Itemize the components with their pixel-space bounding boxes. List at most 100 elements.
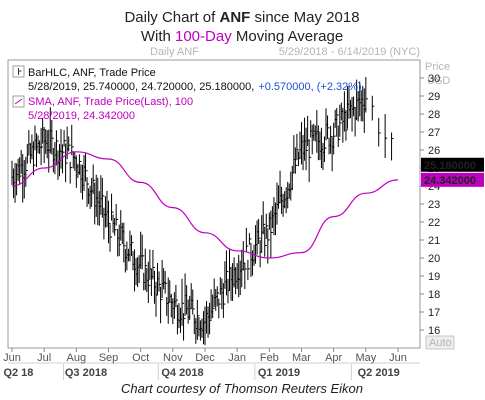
price-bar bbox=[248, 233, 252, 245]
last-price-tag-label: 25.180000 bbox=[424, 160, 476, 172]
price-bar bbox=[333, 122, 336, 155]
price-bar bbox=[345, 109, 348, 141]
price-bar bbox=[262, 201, 266, 235]
price-bar bbox=[247, 259, 250, 281]
y-tick-label: 19 bbox=[428, 271, 440, 283]
price-bar bbox=[109, 224, 113, 252]
legend-sma-title: SMA, ANF, Trade Price(Last), 100 bbox=[28, 96, 193, 108]
x-tick-label: Nov bbox=[163, 352, 183, 364]
quarter-label: Q1 2019 bbox=[258, 367, 300, 379]
price-bar bbox=[265, 213, 269, 239]
chart-name-label: Daily ANF bbox=[150, 46, 199, 58]
date-range-label: 5/29/2018 - 6/14/2019 (NYC) bbox=[279, 46, 420, 58]
y-tick-label: 16 bbox=[428, 325, 440, 337]
price-bar bbox=[40, 128, 44, 166]
last-price-tag bbox=[421, 157, 484, 172]
price-bar bbox=[192, 289, 195, 315]
price-tags: 25.180000 24.342000 bbox=[421, 157, 484, 187]
price-bar bbox=[155, 281, 158, 317]
quarter-label: Q2 18 bbox=[3, 367, 33, 379]
price-bar bbox=[222, 283, 226, 318]
price-bar bbox=[244, 263, 247, 290]
legend-bar-values: 5/28/2019, 25.740000, 24.720000, 25.1800… bbox=[28, 81, 362, 93]
chart-title-line-2: With 100-Day Moving Average bbox=[141, 28, 343, 45]
x-tick-label: Sep bbox=[99, 352, 119, 364]
price-bar bbox=[26, 143, 30, 164]
price-bar bbox=[216, 286, 220, 307]
price-bar bbox=[327, 115, 330, 140]
price-bar bbox=[68, 136, 71, 152]
price-bar bbox=[111, 193, 114, 221]
chart-credit: Chart courtesy of Thomson Reuters Eikon bbox=[121, 381, 363, 396]
x-tick-label: Jul bbox=[37, 352, 51, 364]
price-bar bbox=[323, 136, 327, 163]
price-bar bbox=[270, 210, 273, 258]
y-tick-label: 28 bbox=[428, 109, 440, 121]
price-bar bbox=[294, 147, 298, 174]
price-bar bbox=[164, 271, 168, 294]
legend-bar-title: BarHLC, ANF, Trade Price bbox=[28, 67, 156, 79]
quarter-label: Q4 2018 bbox=[161, 367, 203, 379]
price-bar bbox=[160, 286, 163, 324]
price-bar bbox=[296, 133, 299, 161]
auto-button[interactable] bbox=[425, 335, 455, 350]
price-bar bbox=[85, 152, 88, 182]
price-bar bbox=[123, 222, 126, 263]
price-bar bbox=[183, 313, 186, 341]
price-bar bbox=[337, 125, 341, 147]
price-bar bbox=[51, 120, 54, 155]
legend-bar-icon bbox=[12, 65, 25, 78]
legend-sma-values: 5/28/2019, 24.342000 bbox=[28, 110, 135, 122]
y-tick-label: 21 bbox=[428, 235, 440, 247]
y-tick-label: 18 bbox=[428, 289, 440, 301]
price-bar bbox=[108, 200, 111, 244]
price-bar bbox=[63, 130, 67, 147]
price-bar bbox=[62, 144, 65, 174]
price-bar bbox=[258, 218, 261, 244]
x-tick-label: May bbox=[355, 352, 376, 364]
price-bar bbox=[308, 139, 312, 183]
x-tick-label: Apr bbox=[325, 352, 342, 364]
y-tick-label: 30 bbox=[428, 73, 440, 85]
x-tick-label: Jan bbox=[228, 352, 246, 364]
y-tick-label: 26 bbox=[428, 145, 440, 157]
price-bars bbox=[11, 77, 394, 346]
quarter-label: Q3 2018 bbox=[65, 367, 107, 379]
price-bar bbox=[55, 130, 59, 166]
price-bar bbox=[65, 143, 68, 183]
sma-value-tag bbox=[421, 172, 484, 187]
auto-button-label: Auto bbox=[429, 337, 452, 349]
price-bar bbox=[92, 164, 96, 195]
y-tick-label: 23 bbox=[428, 199, 440, 211]
price-bar bbox=[130, 235, 134, 257]
x-axis: Jun Jul Aug Sep Oct Nov Dec Jan Feb Mar Apr May Jun Q… bbox=[3, 348, 420, 380]
price-bar bbox=[339, 104, 342, 137]
price-bar bbox=[212, 294, 215, 319]
price-bar bbox=[71, 124, 74, 156]
price-bar bbox=[330, 125, 333, 154]
y-axis: 161718192021222324252627282930 bbox=[420, 73, 440, 337]
price-bar bbox=[189, 295, 192, 320]
y-tick-label: 17 bbox=[428, 307, 440, 319]
quarter-label: Q2 2019 bbox=[358, 367, 400, 379]
x-tick-label: Mar bbox=[292, 352, 311, 364]
price-bar bbox=[114, 218, 117, 236]
price-header: Price bbox=[425, 61, 450, 73]
price-bar bbox=[86, 177, 90, 207]
price-bar bbox=[147, 261, 151, 304]
price-bar bbox=[152, 249, 155, 280]
legend: BarHLC, ANF, Trade Price 5/28/2019, 25.7… bbox=[12, 65, 362, 122]
price-bar bbox=[391, 132, 394, 161]
chart-title-line-1: Daily Chart of ANF since May 2018 bbox=[124, 9, 359, 26]
x-tick-label: Aug bbox=[67, 352, 87, 364]
price-bar bbox=[141, 234, 145, 270]
price-bar bbox=[78, 154, 82, 175]
price-bar bbox=[158, 271, 162, 292]
price-bar bbox=[264, 226, 267, 257]
price-bar bbox=[175, 284, 178, 308]
price-bar bbox=[101, 177, 105, 218]
price-bar bbox=[336, 107, 339, 137]
price-bar bbox=[371, 95, 375, 121]
price-bar bbox=[242, 241, 246, 271]
